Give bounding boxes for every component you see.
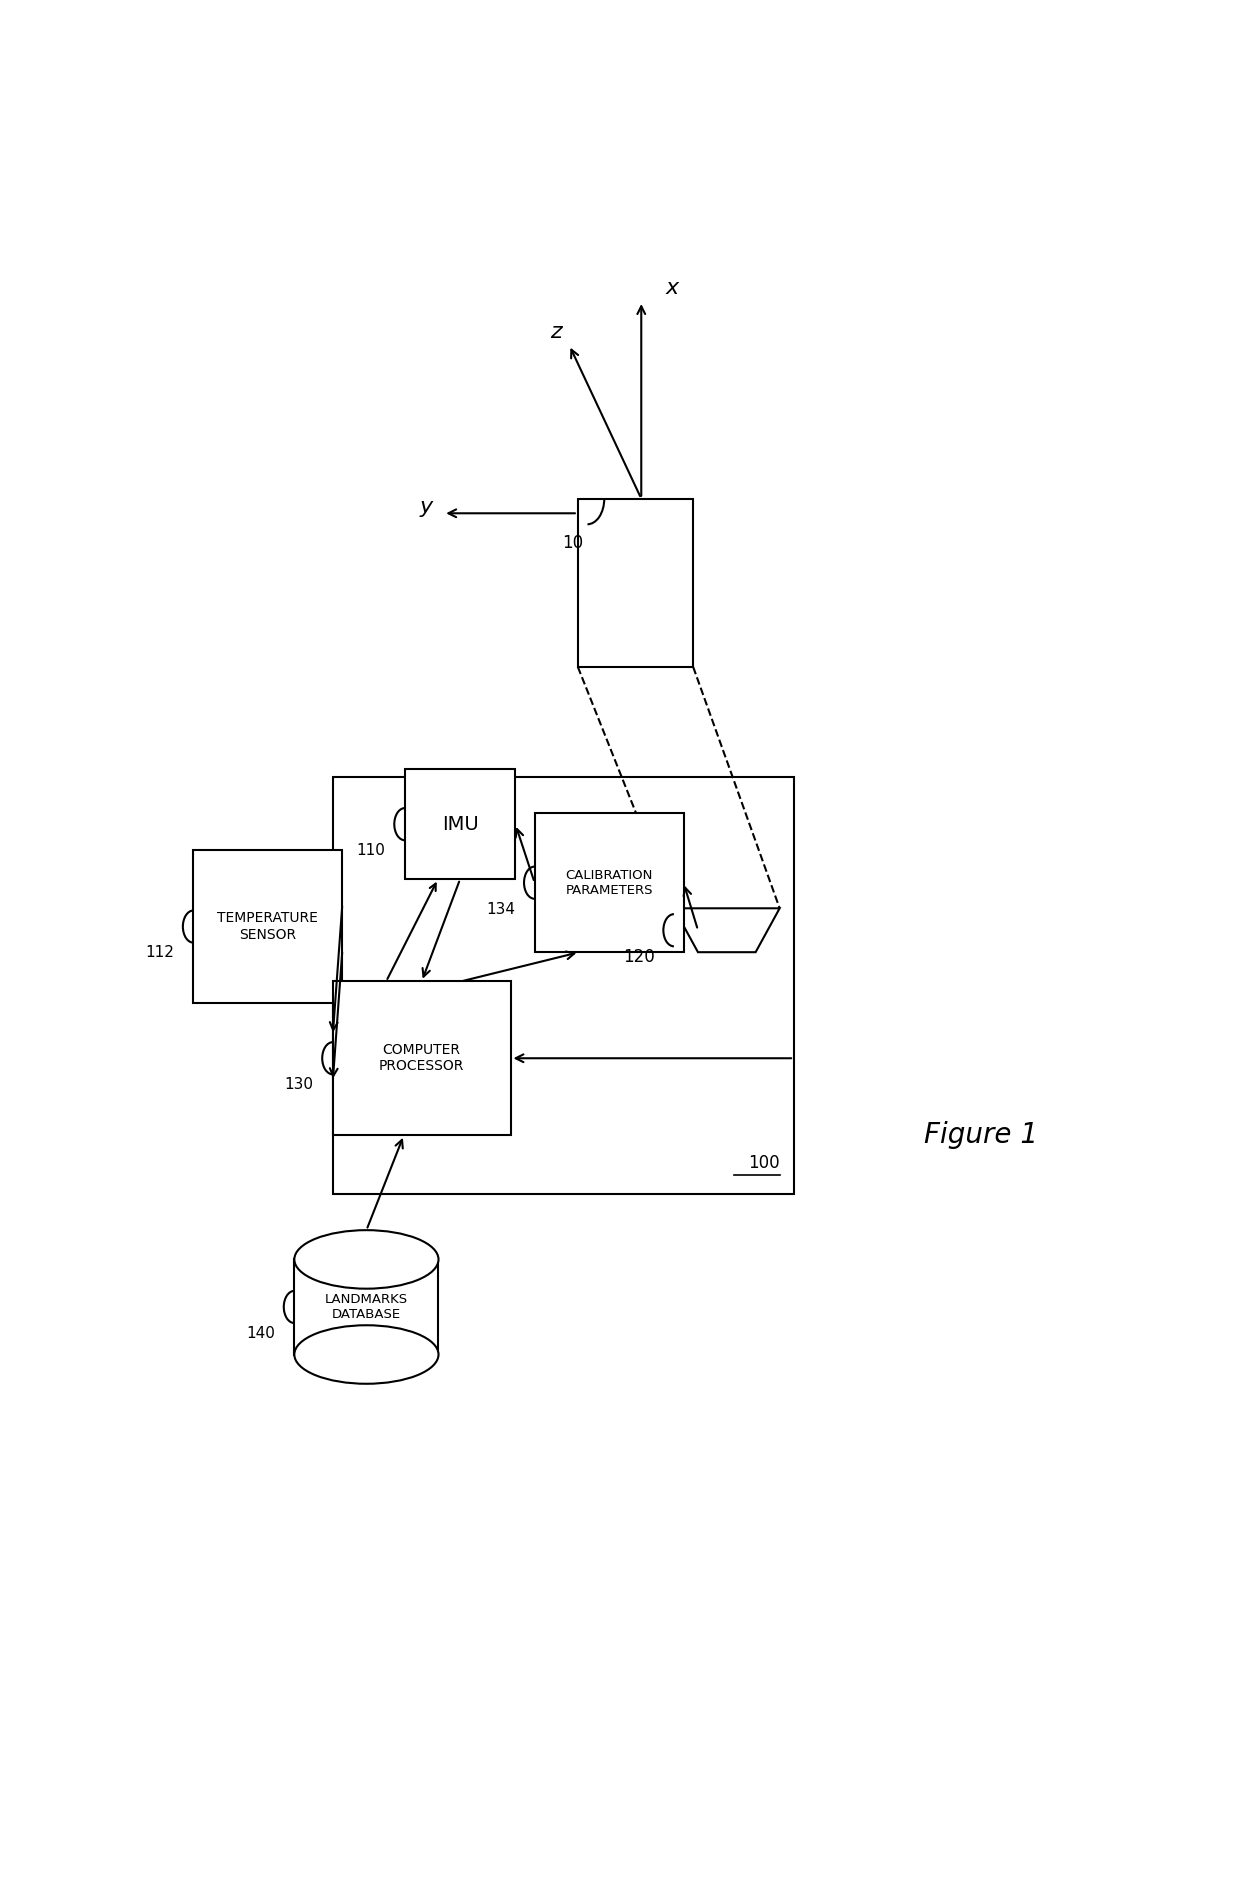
Text: TEMPERATURE
SENSOR: TEMPERATURE SENSOR — [217, 912, 319, 942]
Text: 140: 140 — [247, 1326, 275, 1341]
Text: 112: 112 — [145, 946, 175, 960]
Bar — [193, 849, 342, 1003]
Text: y: y — [419, 498, 433, 517]
Text: COMPUTER
PROCESSOR: COMPUTER PROCESSOR — [379, 1043, 464, 1074]
Bar — [534, 813, 683, 952]
Text: LANDMARKS
DATABASE: LANDMARKS DATABASE — [325, 1294, 408, 1320]
Bar — [332, 777, 794, 1193]
Text: 10: 10 — [563, 534, 584, 551]
Bar — [578, 498, 693, 667]
Polygon shape — [675, 908, 780, 952]
Ellipse shape — [294, 1326, 439, 1383]
Text: 110: 110 — [357, 844, 386, 859]
Ellipse shape — [294, 1229, 439, 1288]
Text: 120: 120 — [624, 948, 655, 965]
Text: 100: 100 — [748, 1153, 780, 1172]
Text: IMU: IMU — [441, 815, 479, 834]
Text: 130: 130 — [285, 1077, 314, 1092]
Text: 134: 134 — [486, 901, 516, 916]
Bar — [332, 982, 511, 1134]
Text: Figure 1: Figure 1 — [925, 1121, 1038, 1150]
Text: CALIBRATION
PARAMETERS: CALIBRATION PARAMETERS — [565, 868, 652, 897]
Bar — [404, 770, 516, 880]
Text: x: x — [666, 277, 678, 298]
Text: z: z — [551, 321, 562, 342]
